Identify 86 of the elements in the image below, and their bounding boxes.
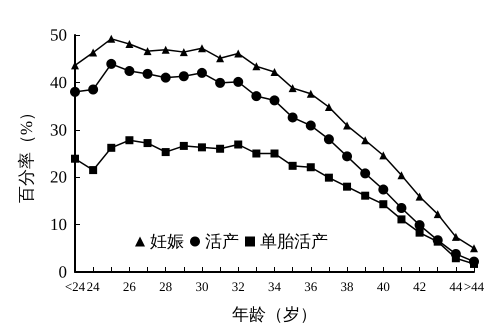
point [180, 142, 188, 150]
point [270, 68, 278, 76]
point [324, 103, 333, 112]
point [125, 40, 134, 48]
point [361, 136, 370, 144]
point [270, 150, 278, 158]
legend-label: 活产 [205, 232, 239, 251]
point [88, 84, 98, 95]
point [416, 228, 424, 237]
point [379, 151, 388, 160]
point [196, 68, 207, 78]
x-tick-label: 26 [122, 279, 136, 294]
point [234, 140, 242, 148]
point [396, 203, 406, 214]
y-tick-label: 0 [58, 262, 67, 282]
point [252, 150, 260, 158]
point [162, 46, 170, 54]
point [198, 143, 206, 152]
y-tick-label: 20 [50, 168, 67, 187]
point [306, 90, 315, 98]
y-axis-title: 百分率（%） [17, 104, 36, 204]
point [144, 139, 152, 148]
point [416, 192, 424, 201]
x-tick-label: 42 [413, 279, 426, 294]
point [343, 122, 352, 130]
point [106, 58, 116, 69]
x-tick-label: 28 [159, 279, 172, 294]
point [397, 171, 406, 180]
point [452, 232, 460, 241]
point [234, 49, 242, 58]
point [288, 162, 297, 170]
point [71, 154, 79, 163]
y-tick-label: 40 [50, 72, 67, 92]
x-axis-title: 年龄（岁） [232, 305, 317, 324]
point [306, 163, 315, 172]
point [107, 34, 116, 43]
x-tick-label: <24 [64, 279, 86, 294]
point [324, 134, 334, 144]
point [215, 78, 226, 88]
point [343, 182, 352, 191]
legend-label: 单胎活产 [260, 232, 328, 251]
point [360, 168, 370, 178]
point [270, 95, 280, 106]
point [470, 244, 478, 252]
point [162, 148, 170, 156]
x-tick-label: 36 [304, 279, 318, 294]
y-tick-label: 30 [50, 120, 67, 140]
point [180, 48, 188, 56]
point [160, 72, 171, 83]
x-tick-label: 40 [376, 279, 390, 294]
x-tick-label: 44 [449, 279, 463, 294]
point [107, 144, 116, 152]
point [216, 144, 224, 153]
point [379, 200, 388, 208]
point [361, 192, 370, 200]
y-tick-label: 10 [50, 215, 67, 234]
x-tick-label: 34 [268, 279, 282, 294]
point [89, 166, 98, 174]
legend-label: 妊娠 [150, 232, 184, 251]
point [434, 210, 442, 218]
point [89, 48, 98, 57]
point [125, 136, 134, 144]
point [378, 184, 388, 195]
x-tick-label: 38 [340, 279, 354, 294]
y-tick-label: 50 [50, 26, 67, 44]
point [216, 54, 224, 62]
point [233, 76, 244, 87]
x-tick-label: >44 [464, 279, 485, 294]
x-tick-label: 30 [195, 279, 208, 294]
point [288, 84, 297, 92]
point [306, 120, 316, 131]
point [288, 112, 298, 122]
point [414, 220, 425, 230]
point [251, 91, 262, 102]
point [70, 86, 80, 97]
point [342, 151, 352, 162]
point [198, 44, 206, 52]
x-tick-label: 24 [86, 279, 100, 294]
point [324, 174, 333, 182]
point [252, 62, 260, 70]
x-tick-label: 32 [232, 279, 245, 294]
point [124, 66, 134, 76]
point [142, 68, 153, 79]
point [397, 215, 406, 224]
point [178, 71, 189, 82]
point [144, 47, 152, 56]
